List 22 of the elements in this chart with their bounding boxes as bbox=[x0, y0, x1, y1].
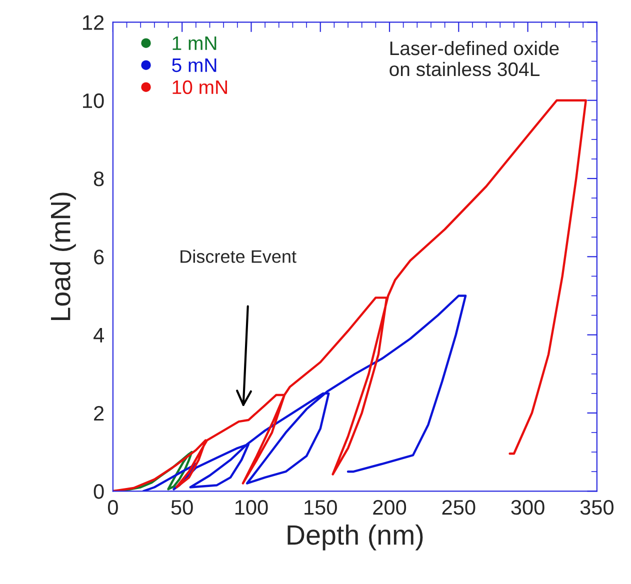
y-tick-label: 12 bbox=[83, 15, 104, 30]
x-tick-label: 0 bbox=[108, 500, 118, 515]
legend-label: 1 mN bbox=[172, 36, 216, 50]
legend-label: 10 mN bbox=[172, 80, 227, 94]
x-tick-label: 250 bbox=[442, 500, 476, 515]
y-tick-label: 6 bbox=[94, 250, 104, 264]
y-axis-title: Load (mN) bbox=[50, 192, 76, 320]
x-tick-label: 350 bbox=[580, 500, 614, 515]
y-tick-label: 0 bbox=[94, 484, 104, 499]
legend-label: 5 mN bbox=[172, 58, 216, 72]
x-tick-label: 50 bbox=[171, 500, 193, 515]
annotation: Discrete Event bbox=[180, 250, 296, 263]
y-tick-label: 4 bbox=[94, 328, 104, 342]
x-tick-label: 200 bbox=[373, 500, 406, 515]
y-tick-label: 2 bbox=[94, 406, 104, 421]
y-tick-label: 8 bbox=[94, 172, 104, 186]
y-tick-label: 10 bbox=[83, 93, 104, 108]
annotation: Laser-defined oxide on stainless 304L bbox=[390, 40, 559, 76]
x-tick-label: 300 bbox=[511, 500, 544, 515]
x-axis-title: Depth (nm) bbox=[288, 524, 423, 550]
x-tick-label: 100 bbox=[235, 500, 268, 515]
x-tick-label: 150 bbox=[304, 500, 337, 515]
